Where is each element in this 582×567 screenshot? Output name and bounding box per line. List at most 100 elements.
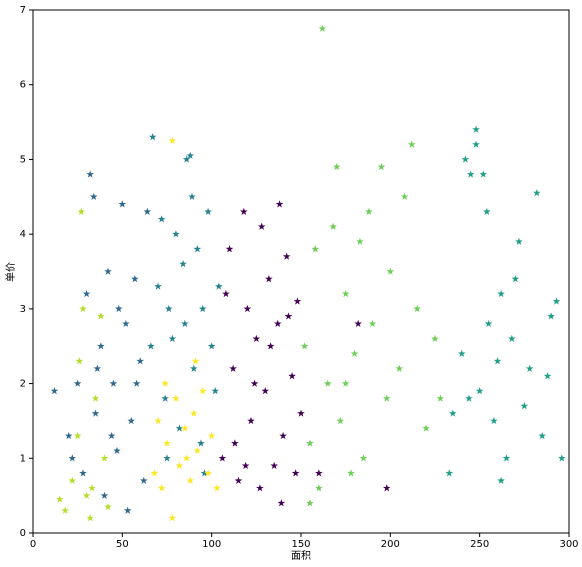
point — [465, 394, 473, 402]
point — [315, 469, 323, 477]
point — [181, 424, 189, 432]
point — [552, 297, 561, 305]
point — [336, 416, 345, 425]
point — [136, 357, 144, 365]
point — [445, 469, 454, 477]
point — [77, 207, 86, 215]
point — [150, 469, 159, 477]
point — [175, 424, 184, 432]
point — [193, 245, 202, 253]
point — [222, 289, 230, 298]
point — [243, 304, 252, 313]
point — [458, 349, 466, 357]
point — [368, 319, 377, 328]
point — [475, 387, 484, 395]
point — [82, 289, 91, 298]
point — [332, 162, 341, 171]
point — [56, 495, 64, 503]
point — [73, 431, 82, 440]
point — [297, 409, 305, 417]
point — [172, 230, 180, 238]
x-tick-label: 200 — [381, 539, 400, 550]
point — [382, 484, 391, 492]
point — [114, 304, 123, 313]
point — [329, 222, 337, 230]
point — [265, 274, 273, 283]
point — [172, 394, 180, 402]
point — [311, 245, 320, 253]
point — [179, 260, 187, 268]
point — [377, 162, 386, 171]
point — [161, 394, 170, 402]
point — [461, 155, 470, 163]
point — [284, 312, 293, 320]
point — [275, 200, 284, 208]
point — [200, 469, 209, 477]
point — [147, 342, 155, 350]
point — [118, 200, 127, 208]
point — [538, 431, 546, 440]
point — [100, 491, 109, 499]
point — [359, 454, 368, 462]
point — [186, 151, 195, 159]
point — [215, 282, 223, 290]
point — [97, 312, 105, 320]
point — [82, 491, 91, 499]
y-tick-label: 1 — [20, 453, 26, 464]
point — [252, 334, 261, 342]
point — [431, 334, 439, 342]
point — [207, 431, 216, 440]
x-tick-label: 0 — [30, 539, 36, 550]
point — [218, 454, 227, 462]
point — [123, 506, 132, 514]
point — [182, 454, 191, 462]
y-tick-label: 5 — [20, 154, 26, 165]
point — [247, 416, 255, 425]
point — [93, 364, 102, 372]
point — [324, 379, 332, 387]
point — [422, 424, 430, 432]
point — [198, 304, 207, 313]
point — [197, 439, 205, 447]
point — [168, 136, 177, 144]
point — [64, 431, 73, 440]
y-axis-label: 单价 — [5, 262, 17, 282]
point — [502, 454, 511, 462]
point — [256, 484, 264, 492]
point — [347, 469, 355, 477]
point — [382, 394, 391, 402]
point — [533, 189, 541, 197]
point — [472, 140, 480, 148]
point — [107, 431, 116, 440]
point — [306, 439, 314, 447]
point — [341, 379, 350, 387]
point — [483, 207, 491, 215]
point — [191, 357, 200, 365]
x-axis-label: 面积 — [291, 550, 311, 562]
point — [154, 416, 162, 425]
point — [240, 207, 248, 215]
point — [225, 245, 234, 253]
point — [341, 289, 350, 298]
point — [154, 282, 162, 290]
point — [493, 357, 502, 365]
y-tick-label: 2 — [20, 379, 26, 390]
point — [436, 394, 445, 402]
point — [270, 461, 278, 469]
point — [91, 409, 100, 417]
point — [97, 342, 105, 350]
point — [79, 469, 87, 477]
point — [157, 215, 166, 223]
point — [148, 133, 157, 141]
point — [73, 379, 82, 387]
point — [257, 222, 266, 230]
point — [250, 379, 259, 387]
point — [288, 372, 296, 380]
point — [168, 514, 177, 522]
point — [466, 170, 475, 178]
point — [449, 409, 457, 417]
point — [86, 170, 94, 178]
point — [229, 364, 237, 372]
point — [395, 364, 404, 372]
point — [547, 312, 555, 320]
